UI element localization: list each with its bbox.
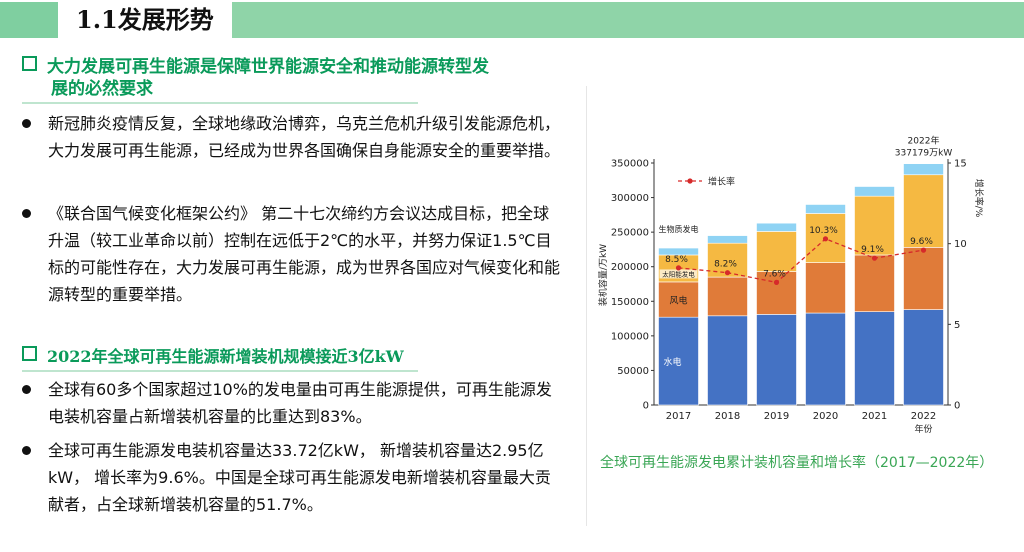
bar-segment	[854, 186, 895, 197]
bullet-dot-icon	[22, 119, 31, 128]
growth-point	[822, 236, 829, 242]
bullet-text: 新冠肺炎疫情反复，全球地缘政治博弈，乌克兰危机升级引发能源危机，大力发展可再生能…	[48, 114, 561, 160]
series-label-biomass: 生物质发电	[659, 224, 699, 234]
section-heading-1: 大力发展可再生能源是保障世界能源安全和推动能源转型发 展的必然要求	[22, 56, 562, 100]
x-tick-label: 2022	[911, 411, 936, 422]
bar-segment	[805, 312, 846, 406]
growth-label: 9.1%	[861, 245, 884, 255]
bar-segment	[854, 311, 895, 406]
y-tick-label: 250000	[611, 228, 649, 239]
header-strip-left	[0, 2, 58, 38]
section-heading-2: 2022年全球可再生能源新增装机规模接近3亿kW	[22, 346, 562, 368]
bar-segment	[903, 309, 944, 406]
x-tick-label: 2019	[764, 411, 789, 422]
bullet-item: 全球有60多个国家超过10%的发电量由可再生能源提供，可再生能源发电装机容量占新…	[22, 376, 562, 430]
x-tick-label: 2018	[715, 411, 740, 422]
section-heading-1-line1: 大力发展可再生能源是保障世界能源安全和推动能源转型发	[47, 57, 489, 77]
series-label-solar: 太阳能发电	[662, 269, 695, 278]
bullet-item: 全球可再生能源发电装机容量达33.72亿kW， 新增装机容量达2.95亿kW， …	[22, 437, 562, 518]
x-tick-label: 2021	[862, 411, 887, 422]
growth-label: 8.5%	[665, 255, 688, 265]
bar-segment	[658, 247, 699, 256]
growth-point	[724, 270, 731, 276]
bullet-dot-icon	[22, 446, 31, 455]
legend-point	[687, 178, 693, 184]
y-tick-label: 350000	[611, 159, 649, 170]
growth-line	[678, 238, 924, 284]
y2-axis-title: 增长率/%	[973, 179, 985, 218]
series-label-wind: 风电	[669, 295, 687, 307]
x-axis-title: 年份	[914, 423, 932, 435]
section-rule-2	[22, 370, 418, 372]
series-label-hydro: 水电	[663, 356, 681, 368]
growth-label: 8.2%	[714, 260, 737, 270]
bar-segment	[756, 231, 797, 272]
capacity-chart: 0 50000 100000 150000 200000 250000 300000 3500…	[597, 135, 985, 435]
legend-label: 增长率	[708, 176, 735, 188]
bullet-dot-icon	[22, 209, 31, 218]
growth-label: 7.6%	[763, 269, 786, 279]
column-divider	[586, 86, 587, 526]
annotation-year: 2022年	[908, 135, 940, 147]
annotation-value: 337179万kW	[895, 149, 953, 159]
bar-segment	[805, 262, 846, 314]
y-tick-label: 300000	[611, 193, 649, 204]
bullet-dot-icon	[22, 385, 31, 394]
x-tick-label: 2017	[666, 411, 691, 422]
bar-segment	[903, 247, 944, 310]
y-tick-label: 200000	[611, 262, 649, 273]
bar-segment	[658, 281, 699, 318]
y-tick-label: 50000	[617, 366, 649, 377]
y2-tick-label: 5	[954, 320, 960, 331]
bar-segment	[707, 315, 748, 406]
y-tick-label: 150000	[611, 297, 649, 308]
growth-label: 10.3%	[809, 226, 838, 236]
bar-segment	[658, 316, 699, 406]
chart-caption: 全球可再生能源发电累计装机容量和增长率（2017—2022年）	[600, 455, 994, 471]
growth-point	[871, 255, 878, 261]
bar-segment	[903, 174, 944, 248]
growth-label: 9.6%	[910, 237, 933, 247]
bullet-item: 《联合国气候变化框架公约》 第二十七次缔约方会议达成目标，把全球升温（较工业革命…	[22, 200, 562, 308]
bar-segment	[756, 222, 797, 232]
x-tick-label: 2020	[813, 411, 838, 422]
growth-point	[675, 265, 682, 271]
section-heading-1-line2: 展的必然要求	[51, 79, 153, 99]
y-axis-title: 装机容量/万kW	[597, 244, 609, 306]
bar-segment	[707, 235, 748, 244]
bar-segment	[707, 276, 748, 317]
page-title: 1.1发展形势	[76, 5, 214, 34]
series-label-bg	[659, 269, 698, 279]
bar-segment	[854, 254, 895, 312]
y2-tick-label: 0	[954, 401, 960, 412]
section-rule-1	[22, 102, 418, 104]
y-tick-label: 100000	[611, 331, 649, 342]
top-bar: 1.1发展形势	[0, 0, 1024, 42]
section-heading-2-text: 2022年全球可再生能源新增装机规模接近3亿kW	[47, 347, 404, 366]
bullet-text: 全球可再生能源发电装机容量达33.72亿kW， 新增装机容量达2.95亿kW， …	[48, 441, 551, 514]
bar-segment	[903, 163, 944, 176]
bullet-text: 《联合国气候变化框架公约》 第二十七次缔约方会议达成目标，把全球升温（较工业革命…	[48, 204, 561, 304]
bullet-item: 新冠肺炎疫情反复，全球地缘政治博弈，乌克兰危机升级引发能源危机，大力发展可再生能…	[22, 110, 562, 164]
square-bullet-icon	[22, 346, 37, 361]
bullet-text: 全球有60多个国家超过10%的发电量由可再生能源提供，可再生能源发电装机容量占新…	[48, 380, 552, 426]
growth-point	[773, 279, 780, 285]
bar-segment	[805, 204, 846, 214]
header-strip-right	[232, 2, 1024, 38]
y2-tick-label: 10	[954, 239, 967, 250]
growth-point	[920, 247, 927, 253]
y-tick-label: 0	[643, 401, 649, 412]
bar-segment	[756, 314, 797, 406]
bar-segment	[854, 195, 895, 256]
square-bullet-icon	[22, 56, 37, 71]
y2-tick-label: 15	[954, 159, 967, 170]
